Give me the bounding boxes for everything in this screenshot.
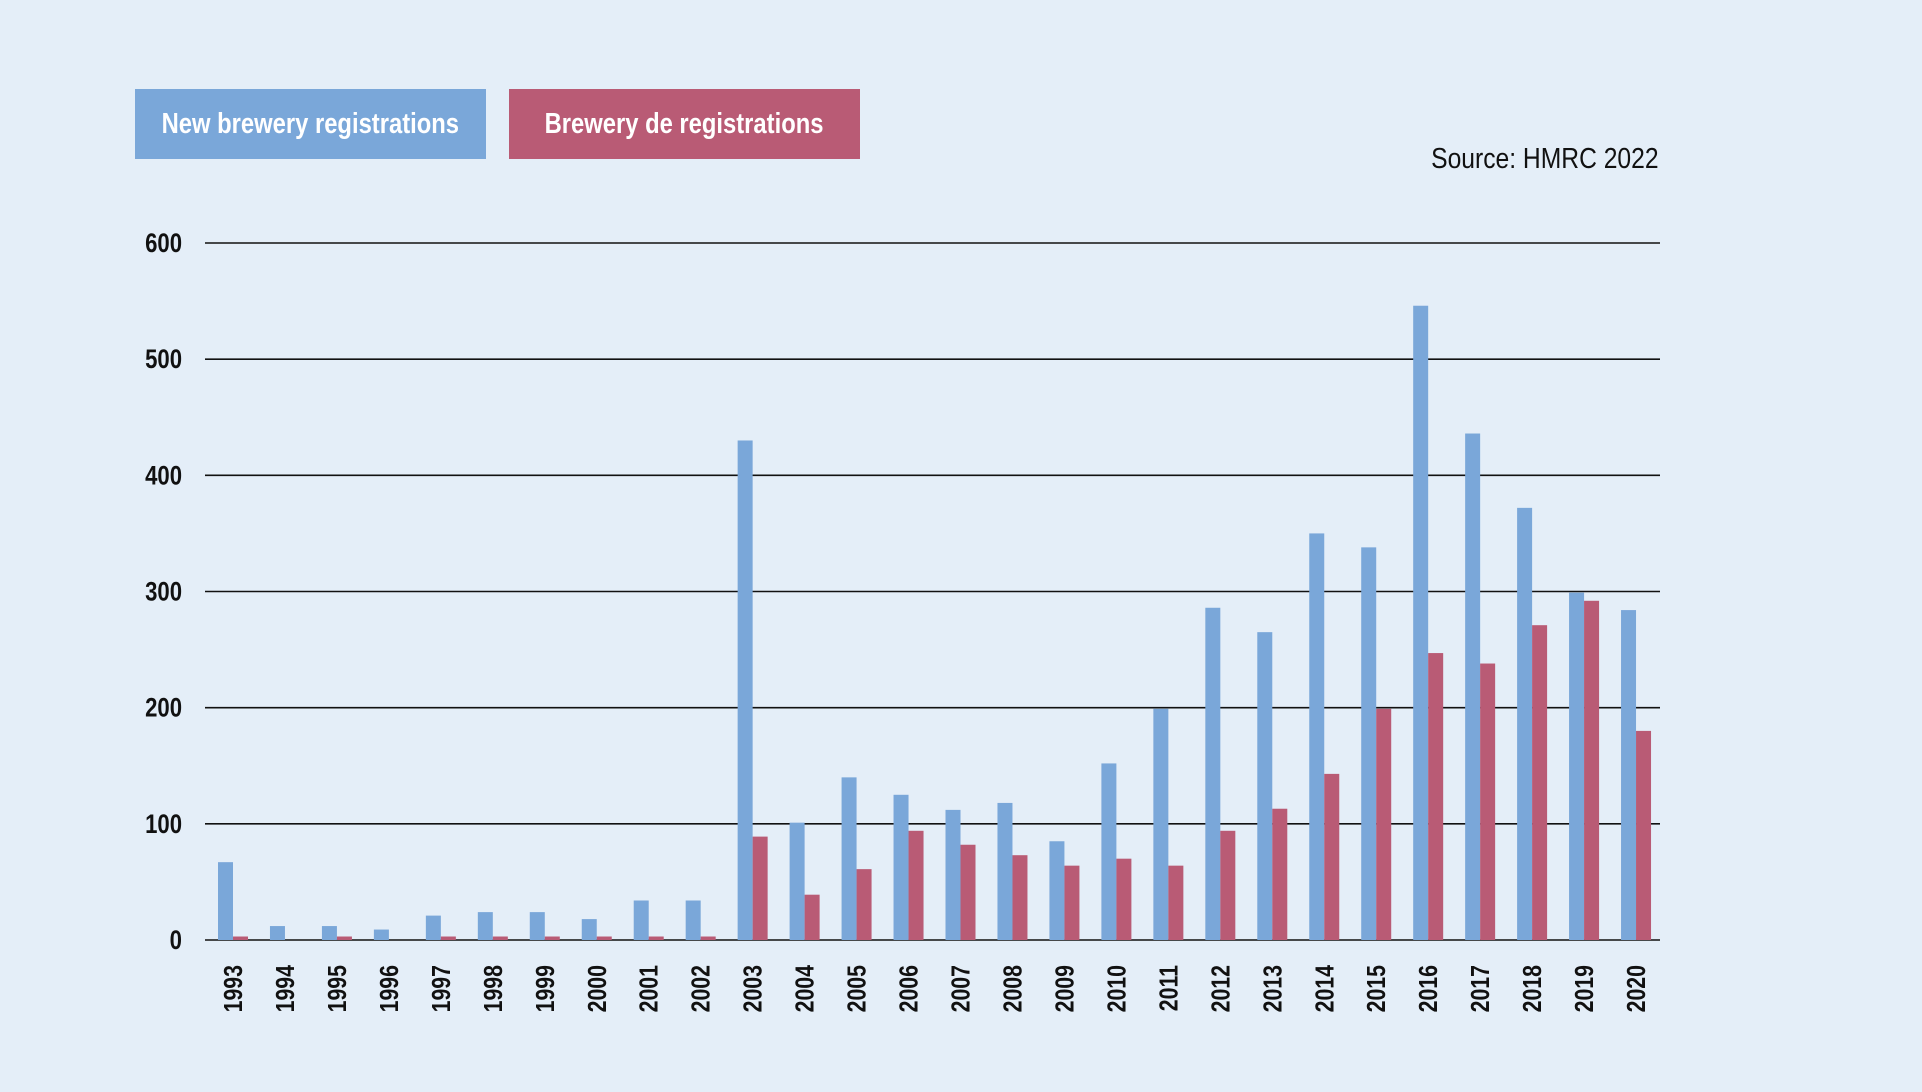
bar-de-registrations — [960, 844, 976, 940]
bar-new-registrations — [1101, 763, 1117, 940]
x-tick-label: 2009 — [1050, 965, 1080, 1012]
bar-new-registrations — [893, 794, 909, 940]
bar-new-registrations — [841, 777, 857, 940]
x-tick-label: 2004 — [791, 964, 821, 1012]
bar-de-registrations — [752, 836, 768, 940]
bar-new-registrations — [737, 440, 753, 940]
x-tick-label: 2014 — [1310, 964, 1340, 1012]
x-tick-label: 2010 — [1102, 965, 1132, 1012]
bar-new-registrations — [529, 912, 545, 940]
x-tick-label: 2019 — [1570, 965, 1600, 1012]
bar-new-registrations — [321, 926, 337, 940]
bar-new-registrations — [425, 915, 441, 940]
bar-de-registrations — [1428, 653, 1444, 940]
y-tick-label: 500 — [145, 345, 182, 375]
bar-new-registrations — [218, 862, 233, 940]
bar-new-registrations — [1569, 592, 1585, 940]
bar-de-registrations — [908, 830, 924, 940]
bar-new-registrations — [685, 900, 701, 940]
bar-de-registrations — [1012, 855, 1028, 940]
bar-new-registrations — [1257, 632, 1273, 940]
bar-new-registrations — [1361, 547, 1377, 940]
bar-new-registrations — [633, 900, 649, 940]
y-tick-label: 400 — [145, 461, 182, 491]
bar-de-registrations — [233, 936, 248, 940]
x-tick-label: 2020 — [1622, 965, 1652, 1012]
x-tick-label: 2018 — [1518, 965, 1548, 1012]
y-tick-label: 600 — [145, 229, 182, 259]
bar-de-registrations — [544, 936, 560, 940]
legend-new-registrations: New brewery registrations — [135, 89, 486, 159]
bar-de-registrations — [1272, 808, 1288, 940]
bar-new-registrations — [1465, 433, 1481, 940]
x-tick-label: 2016 — [1414, 965, 1444, 1012]
y-tick-label: 100 — [145, 810, 182, 840]
bar-de-registrations — [1636, 730, 1652, 940]
x-tick-label: 2001 — [635, 965, 665, 1012]
x-tick-label: 1995 — [323, 965, 353, 1012]
bar-new-registrations — [1205, 607, 1221, 940]
x-tick-label: 2007 — [947, 965, 977, 1012]
bar-de-registrations — [700, 936, 716, 940]
bar-new-registrations — [1517, 507, 1533, 940]
bar-de-registrations — [1532, 625, 1548, 940]
source-note-text: Source: HMRC 2022 — [1431, 143, 1659, 175]
x-tick-label: 2015 — [1362, 965, 1392, 1012]
x-tick-label: 1994 — [271, 964, 301, 1012]
bar-new-registrations — [373, 929, 389, 940]
bar-new-registrations — [1621, 610, 1637, 940]
x-tick-label: 1998 — [479, 965, 509, 1012]
bar-de-registrations — [648, 936, 664, 940]
x-tick-label: 1999 — [531, 965, 561, 1012]
bar-de-registrations — [1376, 708, 1392, 940]
x-tick-label: 1993 — [219, 965, 249, 1012]
y-tick-label: 0 — [170, 926, 182, 956]
source-note: Source: HMRC 2022 — [1391, 143, 1659, 176]
y-tick-label: 300 — [145, 578, 182, 608]
x-tick-label: 2003 — [739, 965, 769, 1012]
bar-de-registrations — [492, 936, 508, 940]
x-tick-label: 1997 — [427, 965, 457, 1012]
bar-new-registrations — [997, 802, 1013, 940]
bar-de-registrations — [440, 936, 456, 940]
bar-de-registrations — [336, 936, 352, 940]
x-tick-label: 2012 — [1206, 965, 1236, 1012]
bar-de-registrations — [856, 869, 872, 940]
bar-new-registrations — [1049, 841, 1065, 940]
x-tick-label: 2000 — [583, 965, 613, 1012]
bar-de-registrations — [1116, 858, 1132, 940]
bar-new-registrations — [477, 912, 493, 940]
bar-new-registrations — [581, 919, 597, 940]
bar-de-registrations — [1480, 663, 1496, 940]
x-tick-label: 2002 — [687, 965, 717, 1012]
x-tick-label: 2011 — [1154, 965, 1184, 1011]
legend-new-label: New brewery registrations — [161, 107, 460, 140]
x-tick-label: 2005 — [843, 965, 873, 1012]
bar-new-registrations — [945, 809, 961, 940]
bar-new-registrations — [1309, 533, 1325, 940]
y-tick-label: 200 — [145, 694, 182, 724]
x-tick-label: 1996 — [375, 965, 405, 1012]
bar-new-registrations — [1153, 708, 1169, 940]
bar-de-registrations — [1064, 865, 1080, 940]
legend-de-label: Brewery de registrations — [545, 107, 824, 140]
x-tick-label: 2006 — [895, 965, 925, 1012]
x-tick-label: 2013 — [1258, 965, 1288, 1012]
bar-new-registrations — [789, 822, 805, 940]
bar-de-registrations — [596, 936, 612, 940]
x-tick-label: 2017 — [1466, 965, 1496, 1012]
bar-de-registrations — [1324, 773, 1340, 940]
bar-new-registrations — [269, 926, 285, 940]
bar-de-registrations — [1220, 830, 1236, 940]
bar-new-registrations — [1413, 305, 1429, 941]
x-tick-label: 2008 — [998, 965, 1028, 1012]
bar-de-registrations — [1584, 600, 1600, 940]
bar-de-registrations — [1168, 865, 1184, 940]
legend-de-registrations: Brewery de registrations — [509, 89, 860, 159]
bar-de-registrations — [804, 894, 820, 940]
